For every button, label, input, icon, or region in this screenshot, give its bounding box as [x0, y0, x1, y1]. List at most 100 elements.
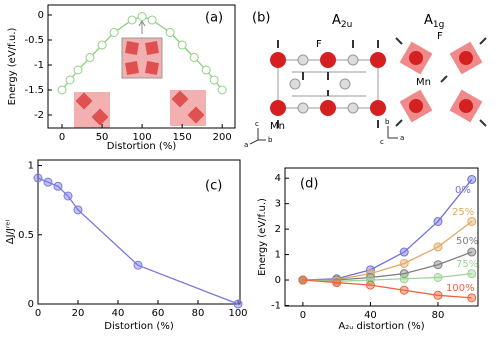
y-tick-label: 0 [28, 299, 34, 310]
series-label: 50% [456, 236, 478, 247]
series-line [302, 273, 472, 282]
y-tick-label: -1 [34, 60, 44, 71]
atom-label: Mn [416, 77, 431, 88]
f-atoms [289, 54, 359, 114]
series-label: 0% [455, 185, 471, 196]
x-tick-label: 0 [59, 132, 65, 143]
axis-label: b [385, 118, 390, 126]
mode-main: A [424, 13, 433, 28]
displacement-arrows [277, 40, 379, 128]
y-tick-label: -1.5 [24, 85, 44, 96]
data-point [109, 28, 119, 37]
series-line [302, 279, 472, 299]
data-point [133, 260, 143, 270]
data-point [33, 173, 43, 183]
y-tick-label: 0.5 [18, 230, 34, 241]
data-point [73, 205, 83, 215]
x-tick-label: 60 [152, 308, 165, 319]
data-point [73, 65, 83, 75]
y-tick-label: 2 [275, 224, 281, 235]
axis-label: b [268, 136, 273, 144]
x-tick-label: 80 [432, 310, 445, 321]
plot-frame [37, 159, 241, 305]
data-point [177, 40, 187, 50]
data-point [85, 53, 95, 62]
atom-label: Mn [270, 121, 285, 132]
data-point [63, 191, 73, 201]
data-point [365, 280, 375, 290]
x-tick-label: 0 [300, 310, 306, 321]
atom-label: F [316, 39, 322, 50]
x-tick-label: 40 [364, 310, 377, 321]
data-point [65, 75, 75, 85]
octahedron [145, 61, 159, 75]
octahedron [75, 92, 93, 110]
mn-atoms [409, 51, 473, 113]
data-point [467, 174, 477, 184]
series-label: 25% [452, 207, 474, 218]
y-axis-label: Energy (eV/f.u.) [257, 198, 268, 276]
y-tick-label: 1 [28, 161, 34, 172]
data-point [209, 75, 219, 85]
octahedron [125, 61, 139, 75]
data-point [467, 293, 477, 303]
y-tick-label: 0 [38, 10, 44, 21]
inset-structures [74, 20, 206, 128]
data-point [399, 285, 409, 295]
panel-label: (b) [252, 11, 270, 26]
arrow [138, 20, 146, 34]
octahedron [91, 108, 109, 126]
data-point [433, 216, 443, 226]
data-point [189, 53, 199, 62]
data-point [217, 85, 227, 95]
axis-label: c [255, 120, 259, 128]
mode-label: A2u [332, 13, 352, 30]
mn-atoms [270, 52, 386, 116]
panel-label: (d) [300, 177, 318, 192]
data-point [433, 260, 443, 270]
data-point [57, 85, 67, 95]
x-tick-label: 20 [72, 308, 85, 319]
series-label: 75% [456, 259, 478, 270]
data-point [165, 28, 175, 37]
axis-label: c [380, 138, 384, 146]
data-point [137, 12, 147, 21]
data-point [433, 242, 443, 252]
y-tick-label: 0 [275, 275, 281, 286]
plot-frame [284, 167, 479, 307]
axis-label: a [244, 141, 248, 149]
x-tick-label: 40 [112, 308, 125, 319]
series-line [302, 251, 472, 281]
series-label: 100% [446, 283, 475, 294]
data-point [43, 177, 53, 187]
x-tick-label: 0 [35, 308, 41, 319]
data-point [53, 181, 63, 191]
y-tick-label: 1 [275, 250, 281, 261]
octahedron [125, 41, 139, 55]
mode-main: A [332, 13, 341, 28]
y-tick-label: -2 [34, 110, 44, 121]
x-tick-label: 80 [192, 308, 205, 319]
axis-triad [249, 128, 266, 145]
mode-label: A1g [424, 13, 444, 30]
y-tick-label: 4 [275, 173, 281, 184]
series-line [302, 179, 473, 281]
x-axis-label: Distortion (%) [107, 141, 177, 152]
y-axis-label: ΔJ/Jʳᵉˡ [5, 219, 16, 244]
x-tick-label: 200 [213, 132, 232, 143]
data-point [332, 278, 342, 288]
x-tick-label: 150 [173, 132, 192, 143]
data-point [233, 299, 243, 309]
x-tick-label: 50 [96, 132, 109, 143]
crystal-diagram: (b) A2u A1g F Mn F Mn c a b b [244, 11, 487, 149]
y-tick-label: -0.5 [24, 35, 44, 46]
x-tick-label: 100 [133, 132, 152, 143]
data-point [298, 275, 308, 285]
y-axis-label: Energy (eV/f.u.) [7, 27, 18, 105]
displacement-arrows [395, 37, 487, 127]
data-point [399, 258, 409, 268]
axis-label: a [400, 134, 404, 142]
data-point [399, 247, 409, 257]
octahedron [187, 106, 205, 124]
series-line [37, 177, 239, 305]
